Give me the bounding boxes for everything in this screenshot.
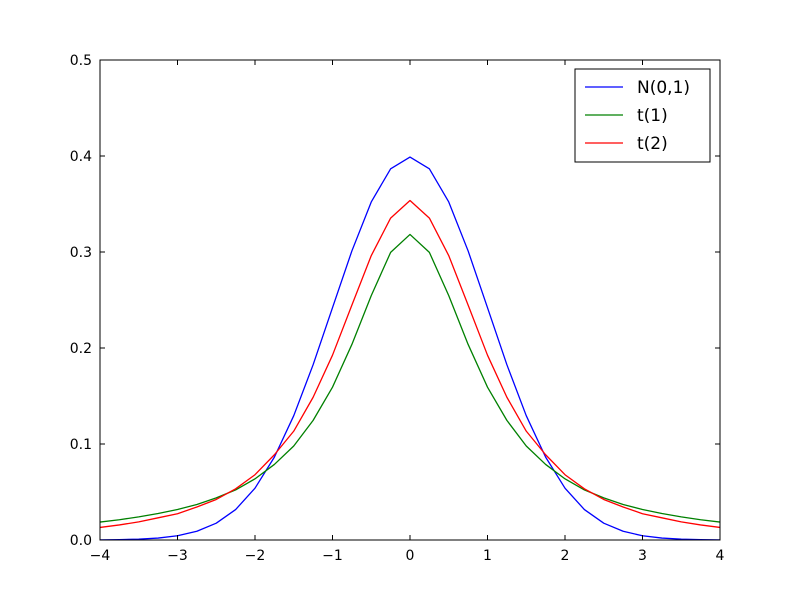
x-tick-label: −3 [167, 548, 188, 564]
plot-frame [99, 59, 721, 541]
series-line-0 [99, 156, 721, 541]
legend-label: t(1) [637, 106, 668, 126]
x-tick-label: −4 [90, 548, 111, 564]
y-tick-label: 0.3 [70, 245, 92, 261]
x-tick-label: −1 [322, 548, 343, 564]
y-tick-label: 0.0 [70, 533, 92, 549]
ticks: −4 −3 −2 −1 0 1 2 3 4 0.0 0.1 0.2 0.3 0.4 0.5 [70, 53, 725, 564]
legend-label: N(0,1) [637, 78, 690, 98]
x-tick-label: 3 [638, 548, 647, 564]
series-line-1 [99, 233, 721, 523]
x-tick-label: 4 [716, 548, 725, 564]
y-tick-label: 0.2 [70, 341, 92, 357]
y-tick-label: 0.1 [70, 437, 92, 453]
x-tick-label: 1 [483, 548, 492, 564]
x-tick-label: 2 [561, 548, 570, 564]
legend: N(0,1) t(1) t(2) [574, 68, 711, 163]
plot-lines [99, 156, 721, 541]
y-tick-label: 0.4 [70, 149, 92, 165]
legend-label: t(2) [637, 134, 668, 154]
x-tick-label: −2 [245, 548, 266, 564]
series-line-2 [99, 199, 721, 529]
y-tick-label: 0.5 [70, 53, 92, 69]
x-tick-label: 0 [406, 548, 415, 564]
